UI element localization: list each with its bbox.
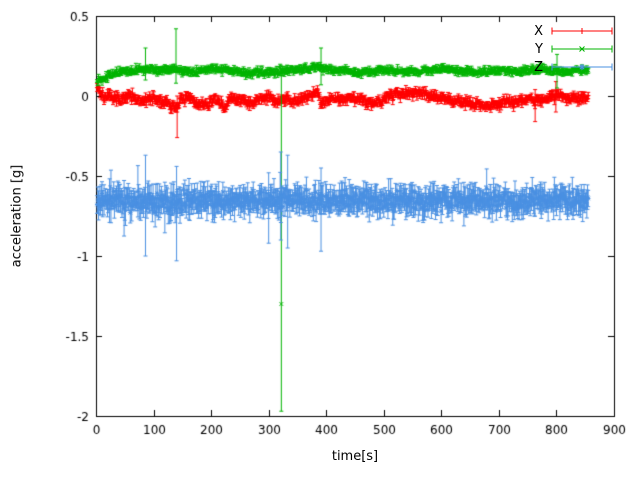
legend-sample-line [551, 27, 613, 35]
y-axis-label: acceleration [g] [9, 164, 25, 268]
legend-label: Z [534, 59, 543, 75]
legend-sample-line [551, 63, 613, 71]
legend-label: Y [535, 41, 543, 57]
legend-sample-line [551, 45, 613, 53]
legend-entry: X [534, 22, 614, 40]
legend-entry: Z [534, 58, 614, 76]
legend-entry: Y [534, 40, 614, 58]
x-axis-label: time[s] [331, 449, 379, 464]
legend-label: X [534, 23, 543, 39]
